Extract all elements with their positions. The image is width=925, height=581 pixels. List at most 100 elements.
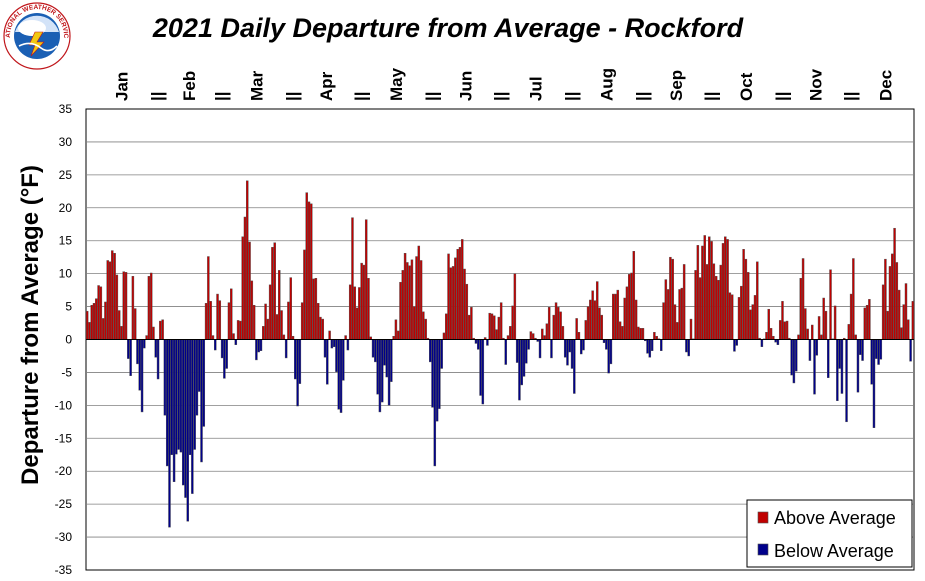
bar-above	[300, 302, 304, 340]
bar-below	[685, 339, 688, 353]
bar-above	[740, 285, 743, 340]
bar-below	[346, 339, 350, 351]
bar-below	[875, 339, 878, 359]
bar-above	[634, 299, 638, 340]
y-tick-label: 5	[65, 300, 72, 314]
legend-label-below: Below Average	[774, 541, 894, 561]
bar-above	[783, 321, 786, 340]
bar-above	[319, 316, 322, 340]
bar-above	[152, 326, 155, 340]
y-tick-label: 10	[59, 267, 73, 281]
bar-above	[122, 271, 125, 340]
bar-above	[262, 326, 265, 340]
bar-above	[467, 314, 471, 340]
bar-below	[477, 339, 480, 350]
bar-above	[264, 303, 267, 340]
bar-below	[323, 339, 327, 358]
month-label: Jun	[457, 71, 476, 101]
bar-above	[399, 281, 402, 340]
bar-above	[218, 300, 222, 340]
bar-above	[721, 243, 725, 340]
bar-below	[609, 339, 613, 365]
bar-below	[200, 339, 203, 463]
bar-below	[298, 339, 302, 384]
bar-above	[529, 331, 533, 340]
month-separator: ||	[841, 91, 860, 101]
bar-below	[330, 339, 334, 349]
bar-above	[458, 247, 462, 340]
bar-above	[710, 241, 713, 340]
bar-above	[575, 318, 578, 340]
bar-below	[284, 339, 288, 359]
bar-below	[568, 339, 571, 353]
bar-above	[497, 316, 501, 340]
legend-label-above: Above Average	[774, 508, 896, 528]
bar-above	[531, 333, 535, 340]
bar-above	[232, 333, 235, 340]
bar-below	[566, 339, 569, 366]
bar-below	[790, 339, 793, 376]
bar-above	[488, 312, 491, 340]
bar-below	[733, 339, 736, 352]
bar-below	[438, 339, 441, 409]
bar-above	[493, 315, 496, 340]
bar-above	[394, 319, 398, 340]
bar-above	[406, 262, 409, 340]
month-label: Mar	[247, 70, 266, 101]
bar-above	[884, 258, 887, 340]
month-separator: ||	[352, 91, 371, 101]
bar-below	[337, 339, 340, 410]
bar-below	[836, 339, 839, 401]
bar-above	[131, 276, 135, 340]
bar-above	[204, 303, 208, 340]
bar-below	[184, 339, 187, 498]
bar-above	[207, 256, 210, 340]
bar-below	[383, 339, 386, 366]
bar-above	[159, 320, 162, 340]
month-label: Oct	[737, 72, 756, 101]
bar-above	[756, 261, 759, 340]
bar-above	[586, 306, 590, 340]
bar-above	[637, 326, 640, 340]
bar-above	[348, 284, 352, 340]
bar-above	[714, 276, 718, 340]
bar-below	[177, 339, 180, 450]
bar-above	[698, 277, 702, 340]
bar-above	[900, 327, 903, 340]
bar-above	[461, 239, 464, 340]
bar-above	[328, 330, 331, 340]
bar-above	[241, 236, 244, 340]
bar-below	[332, 339, 336, 347]
bar-above	[465, 283, 469, 340]
bar-above	[724, 236, 727, 340]
bar-below	[225, 339, 228, 369]
y-tick-label: 30	[59, 135, 73, 149]
bar-above	[282, 334, 286, 340]
bar-above	[360, 262, 363, 340]
bar-above	[618, 321, 622, 340]
bar-below	[687, 339, 690, 357]
bar-above	[824, 310, 828, 340]
bar-above	[511, 305, 514, 340]
bar-below	[143, 339, 146, 349]
bar-below	[794, 339, 798, 372]
bar-above	[108, 261, 112, 340]
bar-below	[136, 339, 139, 365]
bar-above	[680, 287, 684, 340]
bar-below	[474, 339, 478, 344]
bar-above	[316, 303, 320, 340]
bar-above	[797, 334, 800, 340]
bar-above	[351, 217, 354, 340]
bar-above	[799, 278, 803, 340]
bar-above	[730, 294, 734, 340]
month-separator: ||	[701, 91, 720, 101]
bar-below	[374, 339, 377, 363]
y-tick-label: -25	[55, 497, 73, 511]
bar-above	[765, 332, 768, 340]
bar-below	[838, 339, 841, 369]
bar-above	[509, 326, 512, 340]
month-label: Jul	[527, 76, 546, 101]
bar-above	[577, 332, 581, 340]
bar-above	[653, 332, 656, 340]
bar-above	[499, 302, 503, 340]
